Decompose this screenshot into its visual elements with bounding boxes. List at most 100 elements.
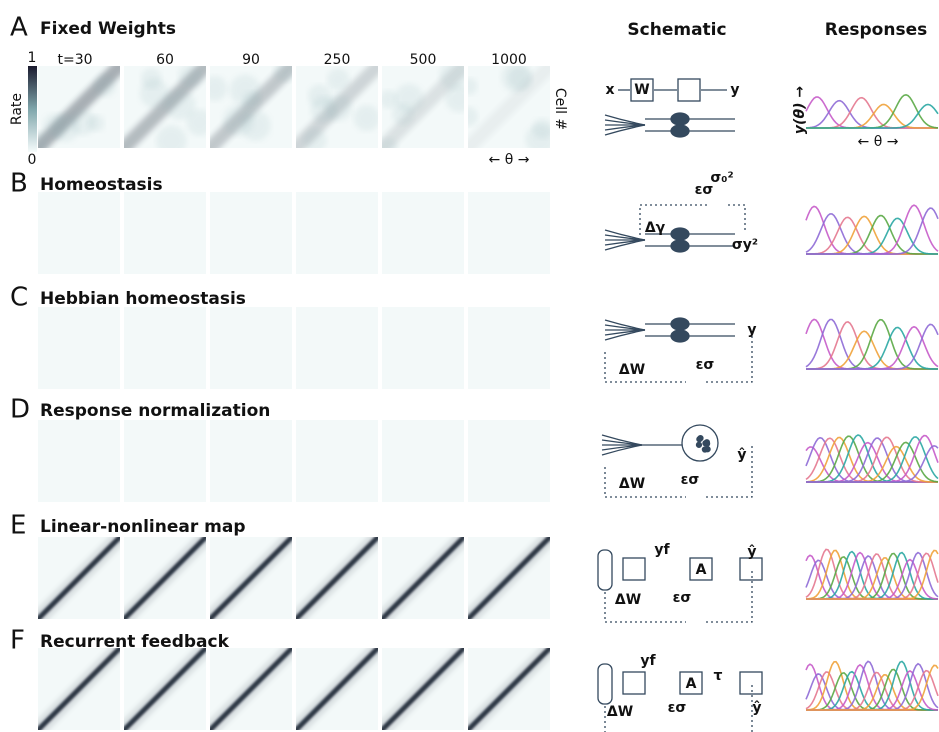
heatmap [468,192,550,274]
heatmap-blob [87,114,105,132]
schematic-label: y [730,82,739,98]
schematic-label: τ [714,668,723,684]
network-node [696,436,703,443]
panel-letter: D [10,395,30,425]
panel-letter: A [10,13,28,43]
heatmap [296,648,378,730]
soma [670,227,690,241]
heatmap-band [296,648,378,730]
schematic [597,663,763,732]
schematic-label: εσ [668,700,687,716]
input-layer [597,549,613,591]
response-axis-label: y(θ) → [792,86,808,134]
heatmap [38,537,120,619]
heatmap-blob [210,75,228,101]
heatmap [382,648,464,730]
feedback-loop [604,330,753,383]
schematic-label: σy² [732,237,758,253]
heatmap-blob [532,118,550,139]
heatmap-blob [394,83,424,113]
schematic-label: yf [640,653,656,669]
soma [670,317,690,331]
heatmap-band [124,537,206,619]
heatmap-blob [326,68,350,91]
heatmap [124,420,206,502]
heatmap-blob [69,109,96,136]
schematic [597,549,763,623]
input-layer [597,663,613,705]
heatmap [210,66,292,148]
colorbar-max: 1 [28,50,37,66]
heatmap [124,537,206,619]
nl-box [677,78,701,102]
schematic-label: σ₀² [710,170,733,186]
heatmap-band [382,537,464,619]
schematic [604,204,746,253]
heatmap-blob [382,137,399,148]
panel-title: Fixed Weights [40,19,176,39]
a-box [679,671,703,695]
w-box [630,78,654,102]
time-label: 1000 [491,52,527,68]
cells-label: Cell # [552,88,568,130]
schematic-label: εσ [673,590,692,606]
response-curve [806,217,938,255]
heatmap-blob [140,68,162,89]
colorbar-min: 0 [28,152,37,168]
heatmap [124,307,206,389]
panel-title: Hebbian homeostasis [40,289,246,309]
heatmap [38,648,120,730]
response-curve [806,323,939,370]
schematic-label: ΔW [615,592,641,608]
heatmap [124,648,206,730]
heatmap-blob [382,90,398,109]
heatmap [382,537,464,619]
heatmap-band [468,66,550,148]
heatmap-band [210,537,292,619]
heatmap-band [38,537,120,619]
heatmap-blob [353,105,378,132]
soma [670,239,690,253]
responses-header: Responses [825,20,927,40]
dendrite [601,434,643,446]
nl-box [622,671,646,695]
panel-title: Linear-nonlinear map [40,517,246,537]
panel-letter: F [10,626,25,656]
soma [670,124,690,138]
schematic-label: y [747,322,756,338]
heatmap [468,537,550,619]
heatmap [210,307,292,389]
feedback-loop [639,204,746,235]
heatmap-blob [186,109,206,136]
heatmap-blob [156,125,187,148]
heatmap-band [124,648,206,730]
schematic-header: Schematic [627,20,726,40]
schematic-label: ΔW [619,476,645,492]
time-label: 250 [324,52,351,68]
nl-box [622,557,646,581]
schematic-label: ΔW [607,704,633,720]
dendrite [604,329,646,341]
heatmap [210,537,292,619]
heatmap-blob [439,66,464,90]
heatmap-band [38,648,120,730]
heatmap [382,307,464,389]
schematic [604,317,753,383]
network-node [703,440,711,447]
schematic-label: Δγ [645,220,666,236]
feedback-loop [604,684,753,732]
theta-label: ← θ → [489,152,530,168]
response-curve [806,207,939,255]
nl-box [739,671,763,695]
heatmap [38,420,120,502]
heatmap [382,192,464,274]
soma [670,329,690,343]
heatmap [210,648,292,730]
colorbar [28,66,37,152]
time-label: 500 [410,52,437,68]
nl-box [739,557,763,581]
time-label: 60 [156,52,174,68]
panel-title: Recurrent feedback [40,632,230,652]
